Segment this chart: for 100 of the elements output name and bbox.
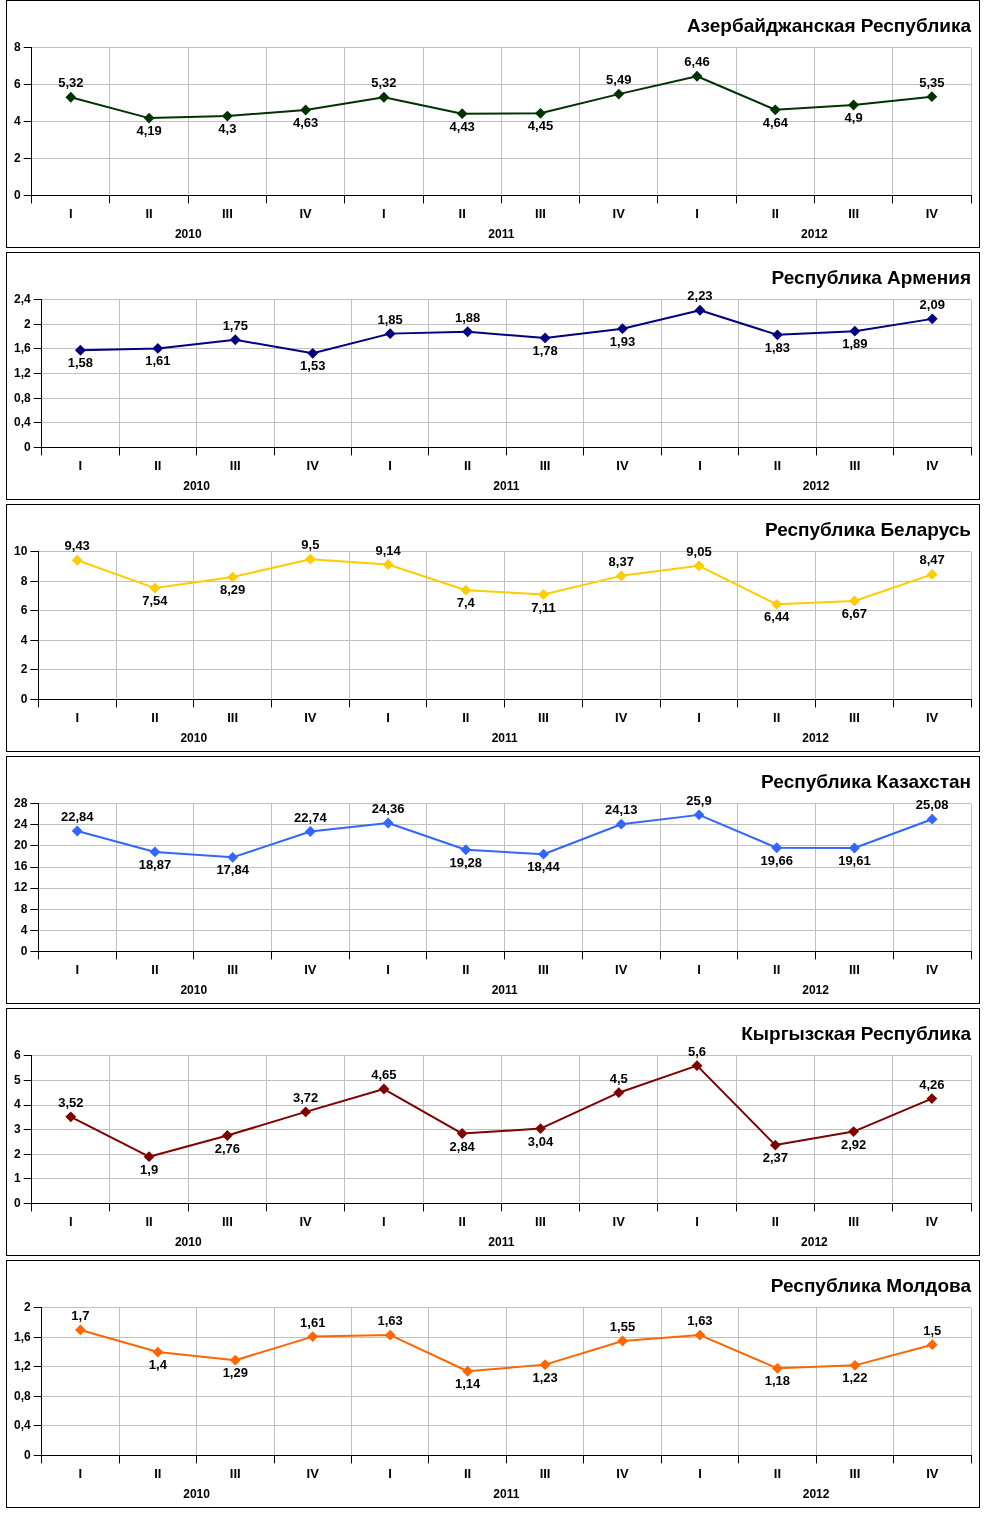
data-label: 1,89 <box>842 336 868 352</box>
data-label: 4,26 <box>919 1076 945 1092</box>
point <box>613 1087 624 1098</box>
point <box>849 326 860 337</box>
point <box>383 817 394 828</box>
x-tick-label: I <box>695 1213 699 1229</box>
point <box>307 1331 318 1342</box>
point <box>305 826 316 837</box>
point <box>849 595 860 606</box>
point <box>72 555 83 566</box>
x-tick-label: I <box>382 1213 386 1229</box>
point <box>227 572 238 583</box>
point <box>927 814 938 825</box>
y-tick-label: 1,6 <box>13 341 31 356</box>
point <box>230 1355 241 1366</box>
x-tick-label: II <box>773 709 781 725</box>
y-tick-label: 0,4 <box>13 415 31 430</box>
x-tick-label: II <box>458 205 466 221</box>
point <box>772 1363 783 1374</box>
x-tick-label: I <box>78 457 83 473</box>
point <box>772 329 783 340</box>
point <box>385 328 396 339</box>
y-tick-label: 1 <box>13 1171 21 1186</box>
x-tick-label: I <box>695 205 699 221</box>
x-tick-label: IV <box>306 1465 320 1481</box>
y-tick-label: 0 <box>20 943 28 958</box>
x-tick-label: II <box>464 457 472 473</box>
text: 2012 <box>802 983 830 998</box>
point <box>65 92 76 103</box>
point <box>692 71 703 82</box>
data-label: 24,36 <box>371 801 405 817</box>
x-tick-label: IV <box>926 1465 939 1481</box>
data-label: 4,43 <box>449 118 475 134</box>
y-tick-label: 2 <box>13 1146 21 1161</box>
y-tick-label: 20 <box>13 838 28 853</box>
point <box>75 345 86 356</box>
x-tick-label: IV <box>615 709 628 725</box>
y-tick-label: 2 <box>13 150 21 165</box>
data-label: 8,37 <box>608 553 634 569</box>
data-label: 24,13 <box>604 802 638 818</box>
x-tick-label: III <box>229 457 241 473</box>
x-tick-label: I <box>698 457 702 473</box>
point <box>65 1111 76 1122</box>
point <box>927 569 938 580</box>
data-label: 4,5 <box>609 1070 628 1086</box>
point <box>457 1128 468 1139</box>
point <box>149 583 160 594</box>
x-tick-label: IV <box>306 457 320 473</box>
x-tick-label: I <box>698 1465 702 1481</box>
y-tick-label: 3 <box>13 1121 21 1136</box>
point <box>152 343 163 354</box>
point <box>849 1360 860 1371</box>
x-tick-label: IV <box>616 1465 629 1481</box>
x-tick-label: I <box>697 709 701 725</box>
data-label: 7,54 <box>142 593 169 609</box>
text: 2011 <box>493 479 520 494</box>
data-label: 22,74 <box>294 809 328 825</box>
chart-title: Азербайджанская Республика <box>686 14 972 36</box>
data-label: 1,18 <box>764 1373 791 1389</box>
y-tick-label: 0 <box>13 1195 21 1210</box>
x-tick-label: II <box>464 1465 472 1481</box>
data-label: 4,45 <box>527 118 554 134</box>
y-tick-label: 6 <box>13 1048 21 1063</box>
x-tick-label: III <box>221 1213 233 1229</box>
x-tick-label: IV <box>925 1213 939 1229</box>
data-label: 1,78 <box>532 343 558 359</box>
x-tick-label: I <box>386 961 390 977</box>
point <box>460 844 471 855</box>
x-tick-label: I <box>388 1465 392 1481</box>
point <box>538 589 549 600</box>
data-label: 1,93 <box>609 333 636 349</box>
point <box>535 1123 546 1134</box>
x-tick-label: III <box>538 961 549 977</box>
y-tick-label: 8 <box>13 40 21 55</box>
point <box>613 89 624 100</box>
data-label: 4,19 <box>136 123 162 139</box>
point <box>144 1151 155 1162</box>
point <box>144 113 155 124</box>
data-label: 1,5 <box>923 1322 942 1338</box>
data-label: 3,52 <box>58 1094 84 1110</box>
y-tick-label: 0 <box>23 439 31 454</box>
data-label: 9,43 <box>64 538 90 554</box>
y-tick-label: 4 <box>13 1097 21 1112</box>
data-label: 3,72 <box>292 1089 319 1105</box>
data-label: 5,32 <box>58 75 84 91</box>
x-tick-label: II <box>773 961 781 977</box>
y-tick-label: 10 <box>13 544 28 559</box>
x-tick-label: I <box>697 961 701 977</box>
x-tick-label: II <box>154 457 162 473</box>
data-label: 1,9 <box>140 1161 159 1177</box>
point <box>378 1084 389 1095</box>
data-label: 3,04 <box>527 1133 554 1149</box>
data-label: 1,53 <box>300 358 326 374</box>
x-tick-label: I <box>78 1465 83 1481</box>
y-tick-label: 16 <box>13 859 28 874</box>
data-label: 5,6 <box>687 1043 707 1059</box>
data-label: 1,22 <box>842 1370 868 1386</box>
y-tick-label: 2,4 <box>13 292 31 307</box>
chart-title: Республика Беларусь <box>764 518 971 540</box>
data-label: 1,23 <box>532 1369 558 1385</box>
